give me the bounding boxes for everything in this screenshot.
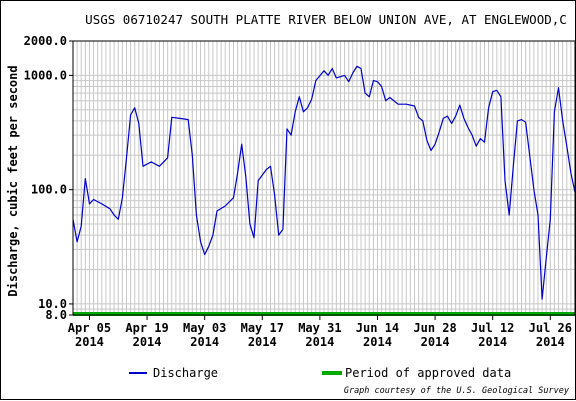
x-tick-year: 2014 [478, 335, 507, 349]
y-tick-label: 100.0 [31, 183, 67, 197]
y-tick-labels: 8.010.0 100.0 1000.0 2000.0 [24, 34, 73, 322]
x-tick-label: May 31 [298, 321, 341, 335]
y-tick-label: 10.0 [38, 297, 67, 311]
x-tick-year: 2014 [248, 335, 277, 349]
y-tick-label: 1000.0 [24, 68, 67, 82]
legend-discharge-label: Discharge [153, 366, 218, 380]
approved-period-bar [73, 312, 575, 316]
y-tick-label: 2000.0 [24, 34, 67, 48]
x-tick-year: 2014 [363, 335, 392, 349]
plot-area-border [72, 40, 576, 316]
y-tick-label: 8.0 [45, 308, 67, 322]
x-tick-label: Jul 12 [471, 321, 514, 335]
grid-lines [72, 40, 576, 316]
x-tick-year: 2014 [421, 335, 450, 349]
x-tick-label: May 17 [241, 321, 284, 335]
x-tick-label: Jul 26 [529, 321, 572, 335]
x-tick-year: 2014 [190, 335, 219, 349]
x-tick-year: 2014 [75, 335, 104, 349]
legend-approved-swatch [322, 371, 342, 375]
legend-approved-label: Period of approved data [345, 366, 511, 380]
y-axis-label: Discharge, cubic feet per second [6, 65, 20, 296]
discharge-series [72, 65, 576, 300]
x-tick-label: Apr 19 [125, 321, 168, 335]
discharge-line [72, 65, 576, 300]
x-tick-label: May 03 [183, 321, 226, 335]
x-tick-label: Jun 28 [413, 321, 456, 335]
x-tick-label: Jun 14 [356, 321, 399, 335]
credit-text: Graph courtesy of the U.S. Geological Su… [344, 386, 570, 396]
x-tick-year: 2014 [305, 335, 334, 349]
chart-title: USGS 06710247 SOUTH PLATTE RIVER BELOW U… [85, 12, 567, 27]
legend: Discharge Period of approved data [129, 366, 511, 380]
x-tick-year: 2014 [133, 335, 162, 349]
x-tick-label: Apr 05 [68, 321, 111, 335]
approved-period-mark [73, 312, 575, 316]
x-tick-year: 2014 [536, 335, 565, 349]
